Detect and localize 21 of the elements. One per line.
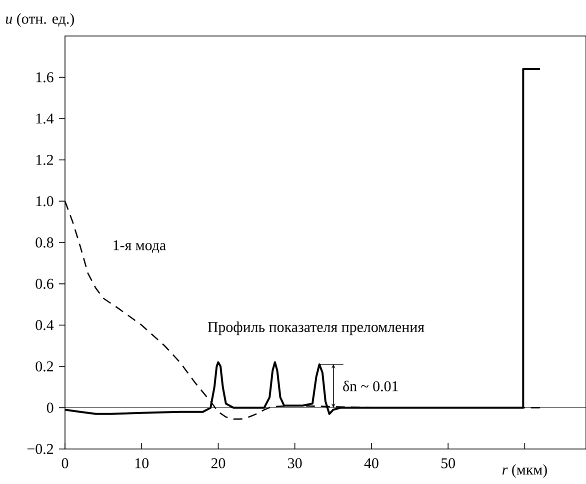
x-tick-label: 50 xyxy=(441,458,455,468)
x-tick-label: 30 xyxy=(288,458,302,468)
y-tick-label: 1.6 xyxy=(36,72,54,82)
annotation: 1-я мода xyxy=(114,240,166,254)
x-tick-label: 10 xyxy=(135,458,149,468)
x-tick-label: 20 xyxy=(211,458,226,468)
annotation: Профиль показателя преломления xyxy=(208,322,424,336)
y-axis-title: u (отн. ед.) xyxy=(6,13,74,27)
y-tick-label: 1.0 xyxy=(36,196,54,206)
x-tick-label: 0 xyxy=(62,458,68,468)
y-tick-label: 0.6 xyxy=(36,278,54,289)
y-tick-label: 0.8 xyxy=(36,237,54,248)
y-tick-label: −0.2 xyxy=(27,444,53,454)
y-tick-label: 1.4 xyxy=(36,114,54,124)
y-tick-label: 0.2 xyxy=(36,361,53,372)
y-tick-label: 0.4 xyxy=(36,320,54,330)
y-tick-label: 0 xyxy=(46,402,54,413)
annotation: δn ~ 0.01 xyxy=(343,380,398,392)
y-tick-label: 1.2 xyxy=(36,154,53,165)
x-tick-label: 40 xyxy=(364,458,378,468)
x-axis-title: r (мкм) xyxy=(502,464,547,478)
